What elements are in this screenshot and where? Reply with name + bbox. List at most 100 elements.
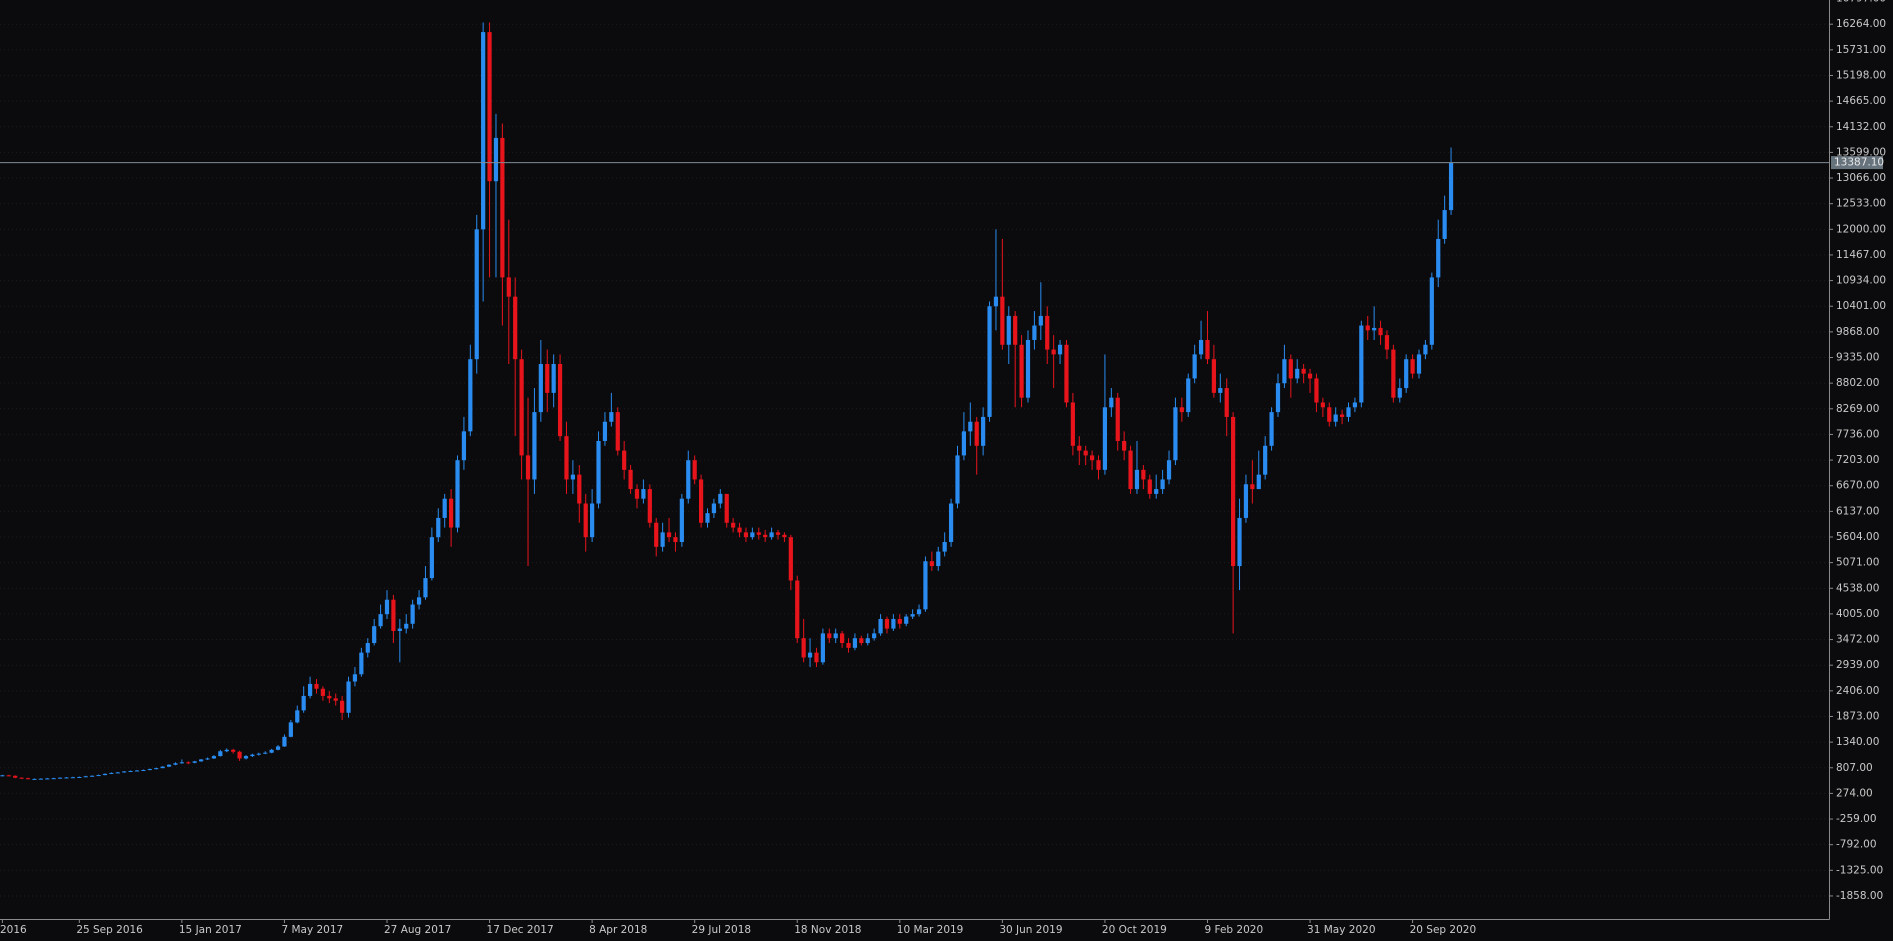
y-tick-label: 5071.00 [1836, 557, 1879, 569]
candle-body [698, 479, 704, 523]
candle-body [423, 578, 428, 598]
candle-body [686, 460, 691, 499]
candle-body [1205, 339, 1210, 360]
candle-body [647, 489, 652, 523]
candle-body [83, 776, 88, 778]
candle-body [1320, 402, 1325, 408]
candle-body [1237, 517, 1242, 567]
candle-body [51, 778, 56, 780]
candle-body [461, 431, 467, 461]
candle-body [1109, 397, 1114, 408]
candle-body [186, 762, 191, 764]
y-tick-label: 807.00 [1836, 762, 1873, 774]
y-tick-label: 8802.00 [1836, 377, 1879, 389]
candle-body [404, 623, 409, 629]
candle-body [147, 769, 152, 771]
candle-body [1256, 474, 1261, 490]
candle-body [705, 513, 710, 523]
candle-body [1083, 450, 1088, 456]
candle-body [1275, 383, 1281, 413]
candle-body [263, 752, 268, 754]
candle-body [545, 364, 550, 393]
candle-body [1211, 359, 1216, 393]
y-tick-label: -259.00 [1836, 813, 1877, 825]
y-tick-label: 7203.00 [1836, 454, 1879, 466]
y-tick-label: 3472.00 [1836, 634, 1879, 646]
candle-body [1327, 407, 1332, 422]
y-tick-label: 13066.00 [1836, 172, 1886, 184]
x-tick-label: 9 Feb 2020 [1204, 924, 1263, 936]
candle-body [763, 534, 768, 538]
candle-body [570, 474, 575, 480]
candle-body [948, 503, 954, 543]
y-tick-label: 10401.00 [1836, 300, 1886, 312]
candle-body [795, 580, 800, 639]
candle-body [1064, 344, 1069, 403]
candle-body [557, 364, 563, 437]
candle-body [1224, 388, 1229, 417]
y-tick-label: 6670.00 [1836, 480, 1879, 492]
candle-body [679, 498, 684, 543]
candle-body [1102, 407, 1108, 470]
candle-body [641, 489, 646, 499]
candle-body [38, 778, 43, 780]
candle-body [750, 532, 755, 538]
candle-body [1160, 479, 1165, 490]
candle-body [1339, 414, 1345, 417]
candle-body [141, 770, 146, 772]
candle-body [25, 778, 31, 780]
candle-body [1096, 460, 1101, 470]
candle-body [327, 695, 332, 699]
candle-body [218, 751, 223, 757]
candle-body [102, 773, 108, 776]
candle-body [1365, 325, 1370, 331]
candle-body [602, 421, 608, 441]
x-tick-label: 7 May 2017 [281, 924, 343, 936]
x-tick-label: 31 May 2020 [1307, 924, 1375, 936]
candle-body [731, 522, 736, 528]
candle-body [57, 777, 63, 779]
y-tick-label: 9868.00 [1836, 326, 1879, 338]
candle-body [365, 643, 370, 653]
candle-body [916, 609, 922, 615]
candle-body [77, 776, 82, 778]
candle-body [615, 412, 620, 451]
candle-body [13, 775, 18, 778]
candle-body [1314, 378, 1319, 403]
candle-body [64, 777, 69, 779]
candle-body [45, 778, 50, 780]
y-tick-label: 11467.00 [1836, 249, 1886, 261]
y-tick-label: -1858.00 [1836, 890, 1883, 902]
candle-body [487, 32, 492, 182]
candle-body [160, 766, 165, 769]
candle-body [307, 683, 313, 696]
candle-body [596, 440, 601, 504]
candle-body [852, 638, 858, 648]
candle-body [1378, 327, 1383, 336]
y-tick-label: 4005.00 [1836, 608, 1879, 620]
candle-body [525, 455, 531, 480]
candle-body [173, 763, 178, 765]
candle-body [1384, 335, 1390, 350]
candle-body [295, 710, 300, 723]
candle-body [455, 460, 460, 528]
candle-body [634, 489, 640, 499]
candle-body [1192, 354, 1197, 379]
x-tick-label: 27 Aug 2017 [384, 924, 451, 936]
candle-body [936, 551, 941, 567]
candle-body [109, 772, 114, 774]
candle-body [743, 532, 749, 538]
candle-body [1359, 325, 1364, 403]
candle-body [532, 412, 537, 480]
candle-body [1147, 479, 1152, 494]
candle-body [1038, 315, 1043, 326]
x-tick-label: 30 Jun 2019 [999, 924, 1062, 936]
candle-body [859, 638, 864, 644]
candle-body [378, 614, 383, 627]
candle-body [1295, 368, 1300, 379]
candle-body [1372, 327, 1377, 331]
candle-body [1307, 373, 1313, 379]
candle-body [1346, 407, 1351, 417]
y-tick-label: 2939.00 [1836, 659, 1879, 671]
y-tick-label: 12533.00 [1836, 198, 1886, 210]
